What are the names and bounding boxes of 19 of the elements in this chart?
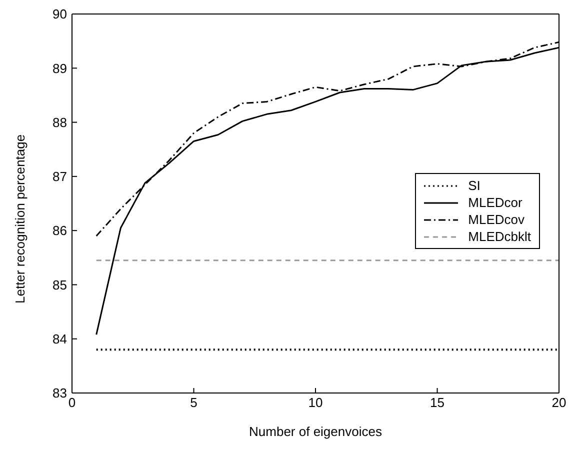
y-tick-label: 89 bbox=[52, 60, 67, 76]
y-tick-label: 83 bbox=[52, 386, 67, 401]
legend-label: SI bbox=[468, 177, 480, 194]
x-tick-label: 5 bbox=[190, 395, 198, 410]
y-tick-label: 84 bbox=[52, 331, 67, 346]
x-tick-label: 10 bbox=[308, 395, 323, 410]
y-tick-label: 90 bbox=[52, 6, 67, 22]
y-axis-title: Letter recognition percentage bbox=[12, 134, 28, 304]
y-tick-label: 86 bbox=[52, 223, 67, 238]
x-tick-label: 15 bbox=[430, 395, 444, 410]
x-tick-label: 20 bbox=[552, 395, 566, 410]
x-tick-label: 0 bbox=[68, 395, 76, 410]
y-tick-label: 85 bbox=[52, 277, 67, 292]
y-tick-label: 88 bbox=[52, 114, 67, 130]
legend-label: MLEDcov bbox=[468, 211, 524, 228]
x-axis-title: Number of eigenvoices bbox=[249, 424, 382, 440]
y-tick-label: 87 bbox=[52, 169, 67, 184]
legend-label: MLEDcbklt bbox=[468, 228, 531, 245]
legend-label: MLEDcor bbox=[468, 194, 522, 211]
